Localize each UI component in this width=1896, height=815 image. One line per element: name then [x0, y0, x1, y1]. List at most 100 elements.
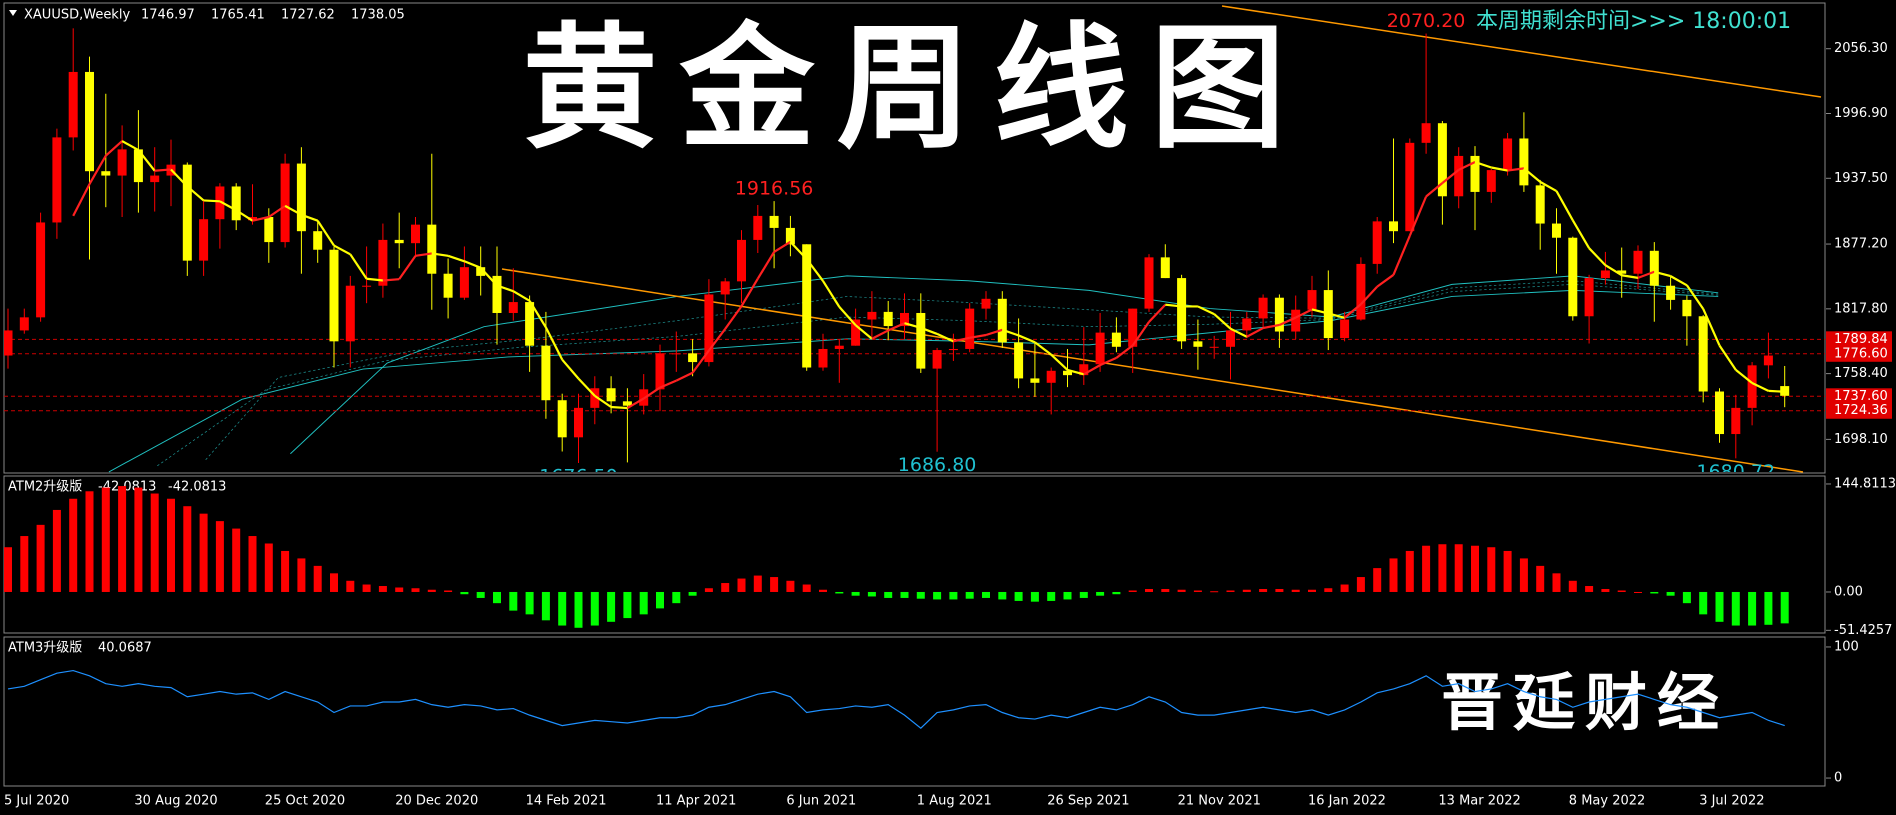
level-tag	[1826, 345, 1892, 362]
ma-segment	[1230, 327, 1248, 338]
ma-segment	[1165, 303, 1182, 308]
candle-body	[1258, 297, 1268, 319]
hist-bar	[1519, 558, 1528, 592]
ma-segment	[72, 183, 91, 217]
candle-body	[427, 224, 437, 274]
x-tick-label: 6 Jun 2021	[786, 794, 856, 809]
y-tick-label: 1877.20	[1834, 237, 1888, 252]
ma-segment	[366, 277, 384, 282]
y-tick-label: 1937.50	[1834, 171, 1888, 186]
candle-body	[1649, 250, 1659, 286]
candle-body	[313, 231, 323, 250]
hist-bar	[1193, 590, 1202, 592]
x-tick-label: 25 Oct 2020	[265, 794, 345, 809]
ma-segment	[235, 209, 254, 222]
candle-body	[753, 215, 763, 240]
hist-bar	[1226, 590, 1235, 592]
ma-segment	[953, 336, 970, 343]
candle-body	[965, 308, 975, 349]
ma-segment	[1115, 344, 1134, 359]
hist-bar	[1112, 591, 1121, 595]
hist-bar	[1503, 550, 1512, 592]
candle-body	[443, 273, 453, 298]
hist-bar	[476, 591, 485, 598]
candle-body	[769, 215, 779, 228]
candle-body	[459, 267, 469, 298]
candle-body	[215, 186, 225, 220]
ma-segment	[1588, 247, 1607, 266]
ma-segment	[1555, 190, 1574, 221]
hist-bar	[1617, 590, 1626, 592]
hist-bar	[916, 591, 925, 599]
candle-body	[704, 294, 714, 363]
candle-body	[1340, 319, 1350, 339]
hist-bar	[215, 521, 224, 592]
ma-segment	[1278, 316, 1297, 326]
ma-segment	[1311, 308, 1329, 315]
hist-bar	[574, 591, 583, 628]
candle-body	[1014, 342, 1024, 379]
hist-bar	[183, 506, 192, 592]
ma-segment	[333, 244, 351, 256]
hist-bar	[493, 591, 501, 604]
hist-bar	[1373, 568, 1382, 592]
hist-bar	[1422, 545, 1431, 592]
candle-body	[117, 149, 127, 176]
ma-segment	[561, 358, 580, 380]
ma-segment	[203, 199, 220, 203]
ma-segment	[268, 204, 286, 218]
candle-body	[1698, 316, 1708, 392]
hist-bar	[949, 591, 958, 600]
candle-body	[1226, 330, 1235, 347]
hist-bar	[264, 543, 273, 592]
candle-body	[1486, 170, 1496, 192]
candle-body	[737, 239, 746, 282]
ma-segment	[773, 240, 791, 253]
hist-bar	[998, 591, 1007, 600]
hist-bar	[52, 509, 61, 592]
hist-bar	[1389, 558, 1398, 592]
candle-body	[1421, 123, 1431, 143]
ma-segment	[1360, 285, 1379, 306]
ma-segment	[463, 260, 482, 269]
candle-body	[1144, 257, 1154, 309]
menu-triangle[interactable]	[9, 10, 17, 16]
hist-bar	[427, 589, 436, 592]
hist-bar	[1536, 565, 1545, 592]
low-label: 1686.80	[898, 454, 977, 476]
hist-bar	[1731, 591, 1740, 626]
candle-body	[574, 407, 583, 438]
candle-body	[1177, 278, 1187, 342]
ma-segment	[1491, 166, 1508, 172]
candle-body	[590, 388, 600, 408]
level-tag	[1826, 402, 1892, 419]
y-tick-label: 1817.80	[1834, 301, 1888, 316]
ma-segment	[1001, 328, 1019, 337]
ma-segment	[1523, 167, 1541, 183]
ma-segment	[594, 394, 612, 408]
hist-bar	[150, 493, 159, 592]
hist-bar	[1145, 588, 1153, 592]
level-label: 1789.84	[1834, 332, 1888, 347]
ma-segment	[154, 168, 172, 172]
hist-bar	[753, 575, 762, 592]
candle-body	[150, 175, 160, 183]
ma-segment	[170, 168, 189, 188]
y-tick-label: 1996.90	[1834, 106, 1888, 121]
ma-segment	[854, 324, 873, 340]
atm3-value: 40.0687	[98, 641, 152, 656]
hist-bar	[1666, 591, 1675, 596]
candle-body	[1584, 278, 1594, 317]
hist-bar	[558, 591, 567, 626]
ma-segment	[1458, 161, 1476, 171]
candle-body	[1682, 299, 1692, 317]
ma-segment	[904, 322, 922, 329]
candle-body	[1454, 155, 1464, 197]
ma-segment	[1099, 356, 1117, 367]
x-tick-label: 26 Sep 2021	[1047, 794, 1129, 809]
hist-bar	[1356, 577, 1365, 592]
ohlc-close: 1738.05	[351, 8, 405, 23]
candle-body	[1209, 346, 1219, 348]
ma-segment	[1148, 303, 1167, 323]
